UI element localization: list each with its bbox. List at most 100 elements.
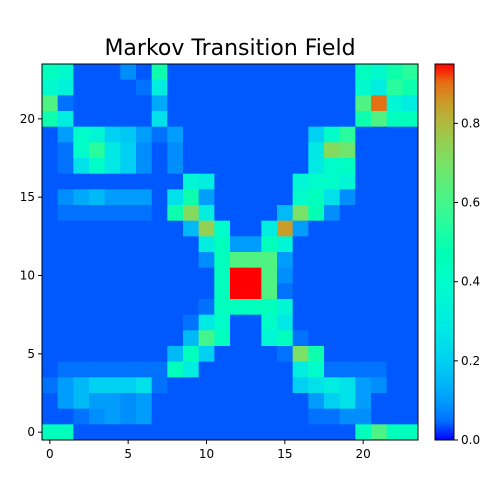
heatmap-cell [89, 80, 105, 96]
heatmap-cell [105, 205, 121, 221]
heatmap-cell [214, 283, 230, 299]
y-tick-label: 0 [27, 425, 35, 439]
heatmap-cell [214, 393, 230, 409]
heatmap-cell [308, 330, 324, 346]
heatmap-cell [324, 174, 340, 190]
heatmap-cell [387, 221, 403, 237]
heatmap-cell [42, 80, 58, 96]
heatmap-cell [355, 95, 371, 111]
heatmap-cell [136, 158, 152, 174]
heatmap-cell [387, 80, 403, 96]
heatmap-cell [152, 362, 168, 378]
heatmap-cell [136, 252, 152, 268]
heatmap-cell [355, 221, 371, 237]
y-axis: 0 5 10 15 20 [20, 112, 42, 439]
heatmap-cell [277, 221, 293, 237]
heatmap-cell [324, 142, 340, 158]
heatmap-cell [89, 95, 105, 111]
heatmap-cell [42, 221, 58, 237]
heatmap-cell [308, 315, 324, 331]
heatmap-cell [73, 424, 89, 440]
heatmap-cell [230, 330, 246, 346]
heatmap-cell [136, 142, 152, 158]
heatmap-cell [402, 330, 418, 346]
heatmap-cell [261, 236, 277, 252]
heatmap-cell [387, 330, 403, 346]
heatmap-cell [152, 80, 168, 96]
heatmap-cell [402, 315, 418, 331]
heatmap-cell [183, 205, 199, 221]
heatmap-cell [340, 142, 356, 158]
heatmap-cell [402, 205, 418, 221]
heatmap-cell [42, 409, 58, 425]
heatmap-cell [371, 315, 387, 331]
heatmap-cell [199, 142, 215, 158]
heatmap-cell [199, 95, 215, 111]
heatmap-cell [324, 158, 340, 174]
heatmap-cell [324, 362, 340, 378]
heatmap-cell [105, 283, 121, 299]
heatmap-cell [387, 346, 403, 362]
heatmap-cell [42, 315, 58, 331]
heatmap-cell [308, 268, 324, 284]
heatmap-cell [387, 252, 403, 268]
heatmap-cell [73, 377, 89, 393]
heatmap-cell [293, 205, 309, 221]
heatmap-cell [261, 142, 277, 158]
heatmap-cell [261, 330, 277, 346]
heatmap-cell [183, 315, 199, 331]
heatmap-cell [355, 393, 371, 409]
heatmap-cell [277, 236, 293, 252]
heatmap-cell [152, 64, 168, 80]
heatmap-cell [152, 377, 168, 393]
heatmap-cell [58, 221, 74, 237]
heatmap-cell [152, 174, 168, 190]
heatmap-cell [340, 393, 356, 409]
heatmap-cell [105, 142, 121, 158]
heatmap-cell [183, 111, 199, 127]
heatmap-cell [387, 393, 403, 409]
heatmap-cell [73, 64, 89, 80]
heatmap-cell [402, 80, 418, 96]
heatmap-cell [387, 377, 403, 393]
heatmap-cell [246, 158, 262, 174]
heatmap-cell [324, 189, 340, 205]
heatmap-cell [199, 127, 215, 143]
heatmap-cell [167, 174, 183, 190]
heatmap-cell [199, 393, 215, 409]
heatmap-cell [371, 158, 387, 174]
heatmap-cell [261, 221, 277, 237]
heatmap-cell [230, 252, 246, 268]
colorbar [435, 64, 454, 440]
heatmap-cell [152, 111, 168, 127]
heatmap-cell [105, 362, 121, 378]
heatmap-cell [246, 221, 262, 237]
heatmap-cell [293, 189, 309, 205]
heatmap-cell [214, 205, 230, 221]
heatmap-cell [152, 252, 168, 268]
heatmap-cell [42, 252, 58, 268]
heatmap-cell [167, 189, 183, 205]
heatmap-cell [277, 299, 293, 315]
heatmap-cell [324, 268, 340, 284]
heatmap-cell [167, 236, 183, 252]
heatmap-cell [261, 393, 277, 409]
heatmap-cell [183, 80, 199, 96]
heatmap-cell [387, 409, 403, 425]
heatmap-cell [355, 268, 371, 284]
heatmap-cell [58, 127, 74, 143]
heatmap-cell [167, 330, 183, 346]
heatmap-cell [152, 127, 168, 143]
heatmap-cell [293, 299, 309, 315]
heatmap-cell [230, 221, 246, 237]
heatmap-cell [105, 111, 121, 127]
heatmap-cell [324, 221, 340, 237]
heatmap-cell [120, 252, 136, 268]
heatmap-cell [293, 409, 309, 425]
heatmap-cell [355, 80, 371, 96]
heatmap-cell [387, 189, 403, 205]
heatmap-cell [183, 95, 199, 111]
heatmap-cell [152, 205, 168, 221]
heatmap-cell [340, 362, 356, 378]
heatmap-cell [371, 377, 387, 393]
